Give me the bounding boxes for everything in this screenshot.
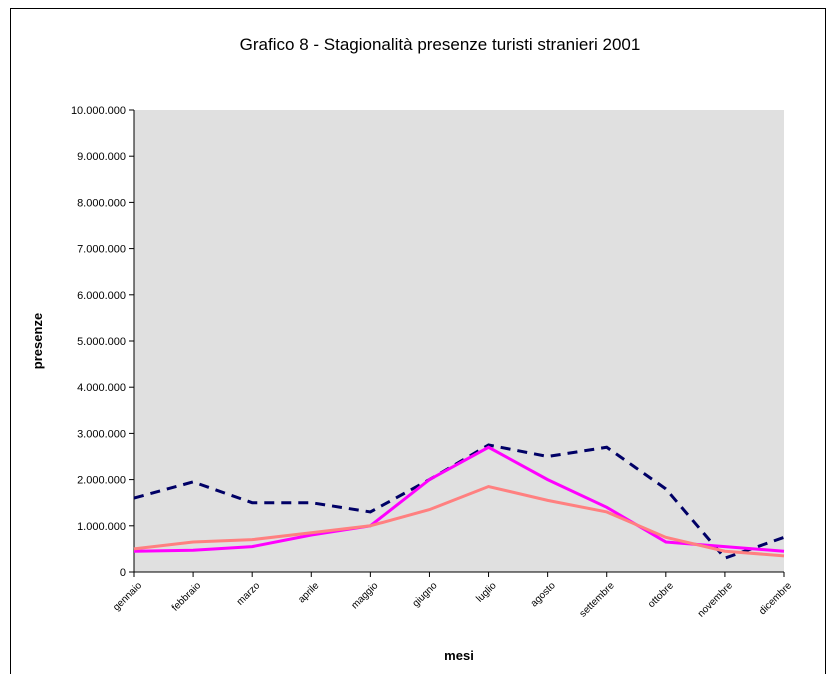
plot-area (134, 110, 784, 572)
y-tick-label: 9.000.000 (77, 151, 126, 163)
x-tick-label: giugno (411, 580, 440, 609)
x-tick-label: agosto (529, 580, 558, 609)
x-tick-label: gennaio (111, 580, 144, 613)
y-tick-label: 10.000.000 (71, 105, 126, 117)
y-tick-label: 6.000.000 (77, 290, 126, 302)
x-tick-label: dicembre (757, 580, 794, 617)
y-tick-label: 4.000.000 (77, 382, 126, 394)
y-tick-label: 2.000.000 (77, 475, 126, 487)
y-axis-label: presenze (30, 313, 45, 369)
x-tick-label: marzo (235, 580, 263, 608)
x-tick-label: aprile (296, 580, 321, 605)
y-tick-label: 8.000.000 (77, 197, 126, 209)
y-tick-label: 0 (120, 567, 126, 579)
y-tick-label: 5.000.000 (77, 336, 126, 348)
x-tick-label: settembre (578, 580, 618, 620)
line-series (133, 484, 785, 558)
x-axis-label: mesi (444, 648, 474, 663)
x-tick-label: febbraio (170, 580, 204, 614)
x-tick-label: ottobre (646, 580, 676, 610)
x-tick-label: luglio (474, 580, 499, 605)
y-tick-label: 7.000.000 (77, 244, 126, 256)
chart-title: Grafico 8 - Stagionalità presenze turist… (240, 35, 641, 54)
x-tick-label: maggio (350, 580, 381, 611)
y-tick-label: 3.000.000 (77, 428, 126, 440)
y-tick-label: 1.000.000 (77, 521, 126, 533)
line-series (133, 445, 785, 553)
x-tick-label: novembre (696, 580, 736, 620)
